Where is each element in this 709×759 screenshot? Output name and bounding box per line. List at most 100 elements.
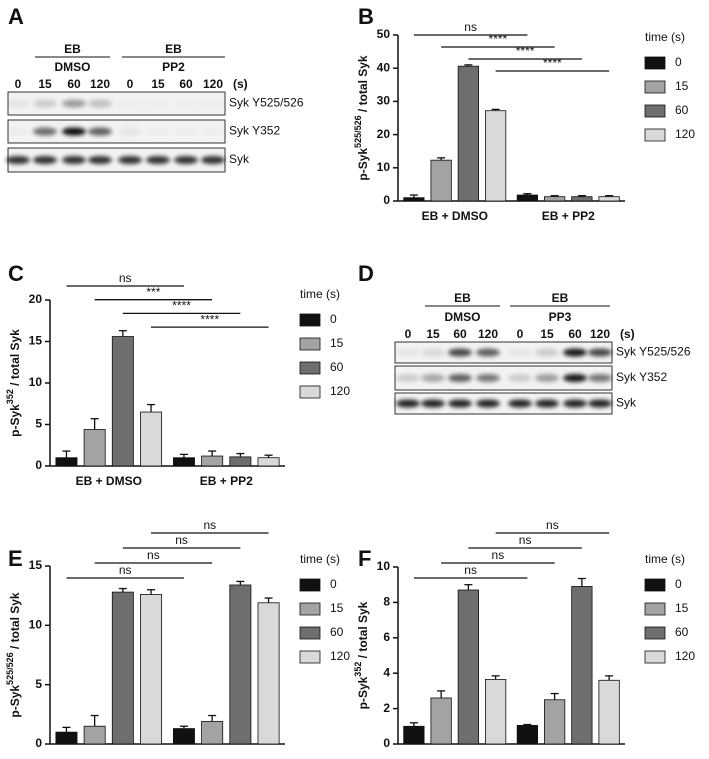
y-label-main: p-Syk xyxy=(8,685,22,718)
y-label-rest: / total Syk xyxy=(356,55,370,115)
blot-band xyxy=(33,127,57,136)
blot-band xyxy=(118,100,142,108)
blot-treatment: EB xyxy=(454,291,471,305)
blot-lane: 60 xyxy=(179,77,193,91)
significance-label: ns xyxy=(119,271,132,285)
panel-letter: F xyxy=(358,546,371,571)
bar xyxy=(571,586,593,745)
significance-label: ns xyxy=(147,548,160,562)
blot-band xyxy=(174,156,198,164)
legend-label: 120 xyxy=(330,384,350,398)
x-tick-label: EB + DMSO xyxy=(76,474,142,488)
blot-treatment: EB xyxy=(165,42,182,56)
blot-band xyxy=(62,99,86,108)
blot-band xyxy=(118,127,142,136)
bar xyxy=(83,725,106,745)
y-axis-label: p-Syk525/526 / total Syk xyxy=(5,592,22,718)
significance-label: ns xyxy=(492,548,505,562)
bar xyxy=(111,591,134,745)
significance-label: *** xyxy=(146,285,160,299)
blot-band xyxy=(88,99,112,108)
blot-band xyxy=(396,348,420,357)
legend-swatch xyxy=(644,80,666,94)
blot-band xyxy=(62,127,86,136)
legend-swatch xyxy=(299,578,321,592)
legend-swatch xyxy=(644,128,666,142)
blot-band xyxy=(448,399,472,408)
bar xyxy=(55,457,78,467)
y-tick-label: 20 xyxy=(377,127,391,141)
blot-band xyxy=(396,399,420,408)
significance-label: ns xyxy=(175,533,188,547)
legend-title: time (s) xyxy=(645,30,685,44)
blot-row-label: Syk xyxy=(229,152,250,166)
blot-band xyxy=(88,127,112,136)
panel-letter: E xyxy=(8,546,23,571)
y-label-rest: / total Syk xyxy=(8,592,22,652)
y-tick-label: 0 xyxy=(35,736,42,750)
blot-band xyxy=(535,348,559,357)
legend-swatch xyxy=(299,626,321,640)
blot-lane: 120 xyxy=(90,77,110,91)
legend-label: 60 xyxy=(330,625,344,639)
blot-lane: 15 xyxy=(540,327,554,341)
y-label-sup: 352 xyxy=(353,662,363,677)
blot-band xyxy=(535,374,559,382)
blot-unit: (s) xyxy=(233,77,248,91)
legend-swatch xyxy=(299,313,321,327)
blot-band xyxy=(174,100,198,108)
blot-lane: 120 xyxy=(203,77,223,91)
significance-label: ns xyxy=(546,518,559,532)
bar xyxy=(111,336,134,467)
bar xyxy=(257,602,280,745)
bar xyxy=(598,196,620,202)
bar xyxy=(484,110,507,202)
y-label-sup: 525/526 xyxy=(5,652,15,685)
blot-lane: 120 xyxy=(478,327,498,341)
significance-label: ns xyxy=(464,20,477,34)
legend-title: time (s) xyxy=(645,552,685,566)
y-tick-label: 10 xyxy=(29,618,43,632)
y-label-main: p-Syk xyxy=(356,148,370,181)
bar xyxy=(598,679,620,745)
legend-title: time (s) xyxy=(300,287,340,301)
blot-band xyxy=(563,399,587,408)
bar xyxy=(257,457,280,467)
blot-treatment: EB xyxy=(64,42,81,56)
bar xyxy=(571,196,593,202)
bar xyxy=(457,65,479,202)
y-label-sup: 352 xyxy=(5,389,15,404)
legend-swatch xyxy=(299,385,321,399)
legend-label: 60 xyxy=(330,360,344,374)
significance-label: **** xyxy=(516,44,535,58)
bar xyxy=(484,678,507,745)
legend-label: 60 xyxy=(675,625,689,639)
blot-row-label: Syk Y525/526 xyxy=(616,345,691,359)
bar xyxy=(229,456,252,467)
y-tick-label: 40 xyxy=(377,60,391,74)
blot-band xyxy=(62,156,86,164)
blot-group: DMSO xyxy=(55,60,91,74)
y-axis-label: p-Syk525/526 / total Syk xyxy=(353,55,370,181)
x-tick-label: EB + PP2 xyxy=(200,474,253,488)
bar xyxy=(430,159,452,202)
panel-letter: B xyxy=(358,4,374,29)
significance-label: **** xyxy=(172,299,191,313)
legend-swatch xyxy=(299,650,321,664)
legend-title: time (s) xyxy=(300,552,340,566)
blot-lane: 15 xyxy=(426,327,440,341)
y-tick-label: 0 xyxy=(35,458,42,472)
legend-label: 15 xyxy=(675,79,689,93)
y-axis-label: p-Syk352 / total Syk xyxy=(5,329,22,437)
blot-band xyxy=(563,374,587,382)
blot-lane: 0 xyxy=(127,77,134,91)
y-tick-label: 5 xyxy=(35,417,42,431)
blot-group: PP3 xyxy=(549,310,572,324)
bar xyxy=(403,197,425,202)
panel-letter: A xyxy=(8,4,24,29)
legend-swatch xyxy=(299,361,321,375)
significance-label: **** xyxy=(543,56,562,70)
bar xyxy=(457,589,479,745)
blot-lane: 15 xyxy=(38,77,52,91)
